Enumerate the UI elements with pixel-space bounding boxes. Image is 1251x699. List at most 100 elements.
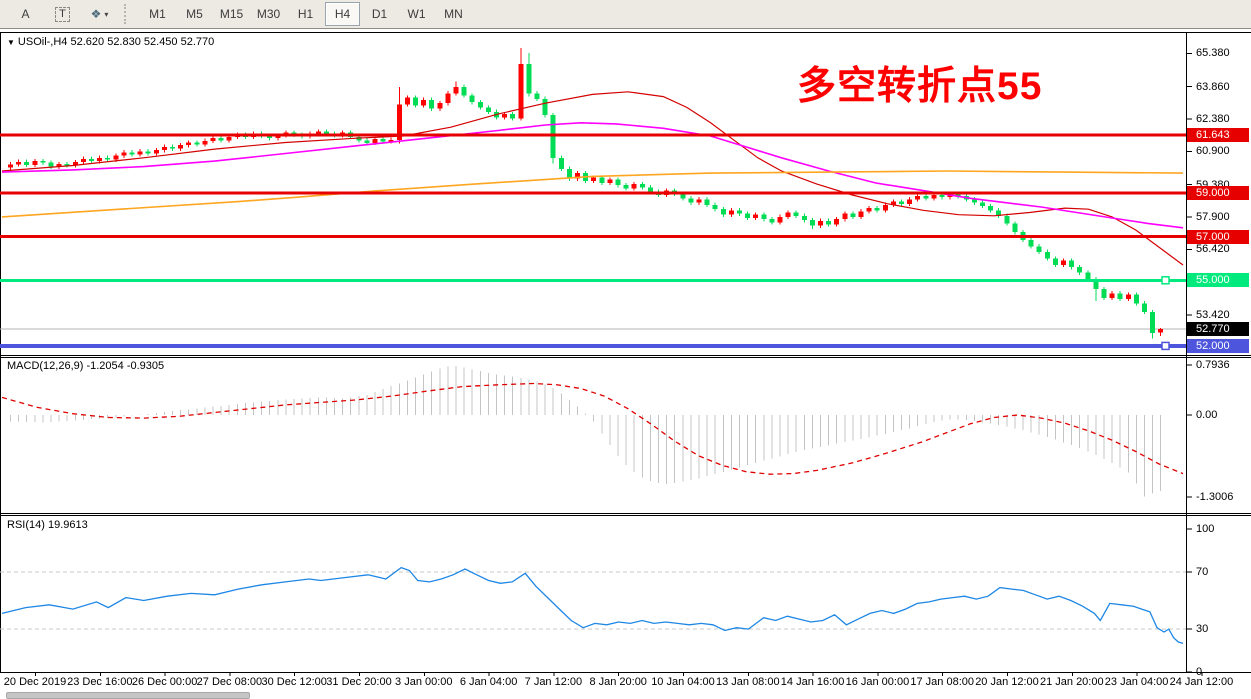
candle	[696, 199, 702, 203]
timeframe-button-H1[interactable]: H1	[297, 7, 314, 21]
timeframe-button-D1[interactable]: D1	[371, 7, 388, 21]
candle	[72, 162, 78, 166]
candle	[834, 219, 840, 225]
annotate-text-button[interactable]: A	[21, 7, 30, 21]
candle	[404, 97, 410, 105]
candle	[275, 135, 281, 139]
timeframe-button-M30[interactable]: M30	[256, 7, 281, 21]
timeframe-button-H4[interactable]: H4	[325, 2, 360, 26]
candle	[1044, 251, 1050, 259]
candle	[105, 157, 111, 160]
candle	[1142, 303, 1147, 313]
arrows-tool-button[interactable]: ❖ ▾	[82, 2, 117, 26]
candle	[445, 93, 451, 104]
chart-text-annotation[interactable]: 多空转折点55	[797, 65, 1043, 108]
timeframe-button-M5[interactable]: M5	[186, 7, 203, 21]
candle	[745, 213, 751, 218]
candle	[542, 98, 548, 116]
hline-price-badge: 55.000	[1187, 273, 1249, 288]
price-tick-label: 62.380	[1196, 112, 1230, 125]
timeframe-button-MN[interactable]: MN	[444, 7, 463, 21]
rsi-tick-label: 100	[1196, 523, 1215, 535]
candle	[526, 63, 532, 94]
candle	[323, 131, 329, 134]
hline-price-badge: 59.000	[1187, 185, 1249, 200]
candle	[753, 214, 759, 218]
rsi-panel-title: RSI(14) 19.9613	[7, 519, 88, 531]
candle	[32, 161, 38, 165]
candle	[502, 114, 508, 118]
candle	[24, 161, 30, 165]
line-drag-handle[interactable]	[1161, 341, 1170, 351]
candle	[518, 63, 524, 119]
candle	[89, 158, 94, 162]
candle	[712, 204, 718, 210]
candle	[161, 146, 167, 151]
candle	[1028, 239, 1034, 247]
candle	[680, 193, 686, 199]
candle	[396, 104, 402, 140]
price-tick-label: 57.900	[1196, 210, 1230, 223]
horizontal-scrollbar-thumb[interactable]	[6, 692, 250, 699]
candle	[809, 220, 815, 226]
candle	[1109, 293, 1115, 298]
candle	[647, 187, 653, 192]
symbol-label: USOil-,H4	[17, 36, 68, 48]
ma-mid-line	[1, 121, 1184, 229]
toolbar-grip[interactable]	[124, 4, 132, 24]
text-label-tool-button[interactable]: T	[45, 2, 80, 26]
candle	[575, 173, 580, 179]
chevron-down-icon: ▾	[104, 9, 109, 19]
candle	[1012, 223, 1018, 233]
candle	[858, 211, 864, 217]
time-axis-label: 30 Dec 12:00	[261, 676, 327, 688]
candle	[129, 152, 135, 155]
candle	[769, 219, 775, 223]
candle	[931, 195, 937, 199]
candle	[615, 179, 621, 186]
candle	[170, 146, 175, 149]
timeframe-button-M15[interactable]: M15	[219, 7, 244, 21]
candle	[988, 205, 994, 211]
rsi-tick-label: 70	[1196, 565, 1209, 578]
candle	[510, 114, 516, 119]
price-tick-label: 53.420	[1196, 308, 1230, 321]
hline-price-badge: 57.000	[1187, 229, 1249, 244]
time-axis-label: 6 Jan 04:00	[459, 676, 518, 688]
time-axis-label: 8 Jan 20:00	[589, 676, 647, 688]
candle	[955, 193, 961, 197]
candle	[850, 213, 856, 217]
candle	[64, 163, 70, 166]
text-tool-icon: T	[55, 6, 70, 22]
time-axis-label: 14 Jan 16:00	[780, 676, 845, 688]
ma-fast-line	[1, 91, 1184, 266]
candle	[421, 99, 427, 106]
candle	[599, 177, 605, 183]
symbol-header[interactable]: ▼ USOil-,H4 52.620 52.830 52.450 52.770	[7, 36, 214, 48]
candle	[477, 102, 483, 108]
candle	[194, 142, 200, 145]
candle	[1085, 272, 1091, 280]
line-drag-handle[interactable]	[1161, 276, 1170, 285]
candle	[980, 202, 985, 206]
time-axis-label: 20 Dec 2019	[3, 676, 67, 688]
candle	[534, 93, 540, 99]
candle	[485, 107, 491, 112]
candle	[380, 139, 386, 142]
candle	[923, 196, 929, 199]
candle	[145, 151, 151, 154]
candle	[899, 201, 904, 204]
candle	[153, 150, 159, 154]
candle	[113, 155, 119, 160]
candle	[267, 135, 273, 139]
candle	[218, 138, 224, 141]
candle	[826, 220, 832, 225]
candle	[121, 152, 127, 156]
candle	[801, 215, 807, 221]
collapse-triangle-icon[interactable]: ▼	[7, 38, 15, 47]
timeframe-button-M1[interactable]: M1	[149, 7, 166, 21]
timeframe-button-W1[interactable]: W1	[407, 7, 426, 21]
candle	[413, 97, 418, 106]
candle	[728, 210, 734, 215]
